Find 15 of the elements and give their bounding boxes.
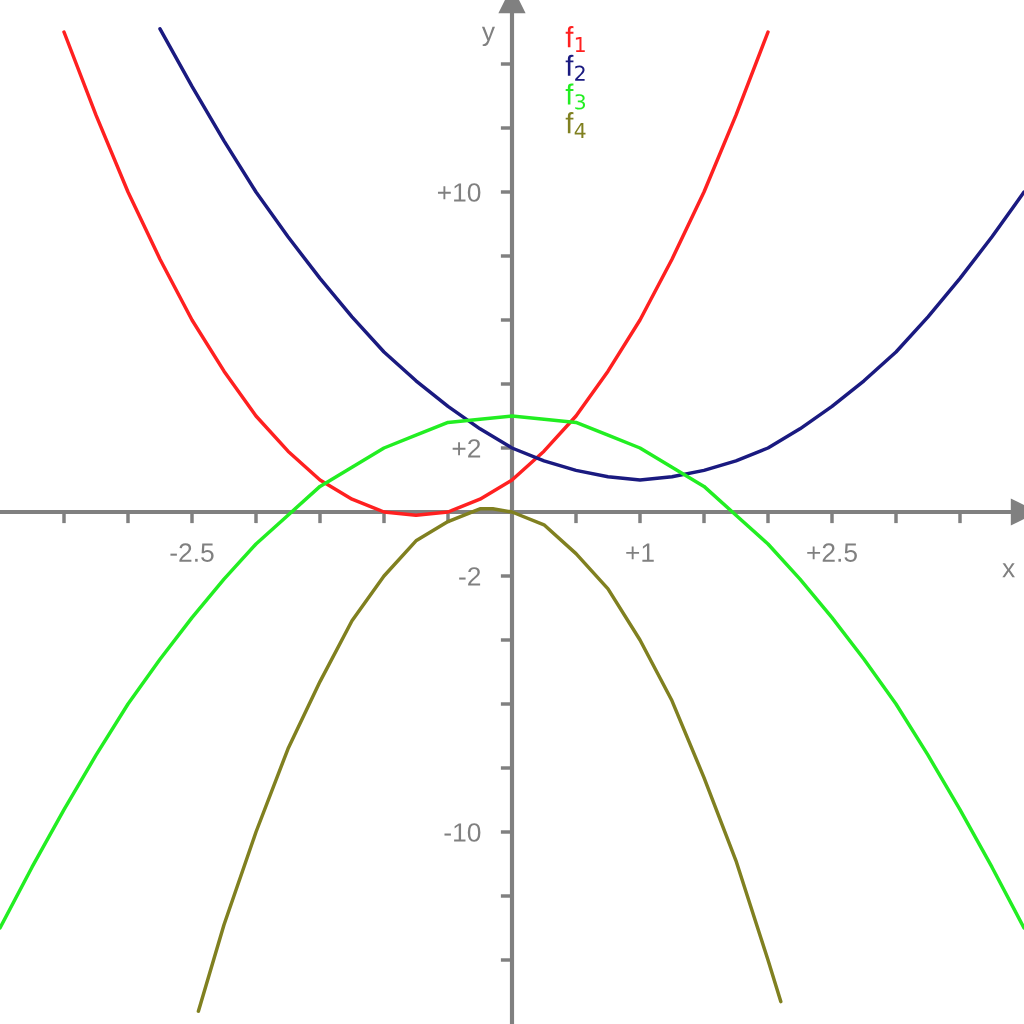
y-axis-title: y: [481, 26, 495, 47]
line-series: [158, 27, 1024, 482]
text: f$_{2}$: [565, 54, 585, 81]
text: f$_{3}$: [565, 83, 586, 110]
line-series: [0, 414, 1024, 930]
text: f$_{4}$: [565, 112, 586, 138]
text: f$_{1}$: [565, 26, 585, 52]
y-tick-label: -2: [459, 567, 481, 586]
y-tick-label: +2: [452, 439, 481, 458]
y-tick-label: -10: [444, 823, 481, 842]
x-tick-label: -2.5: [170, 543, 214, 562]
x-tick-label: +2.5: [807, 543, 857, 562]
y-tick-label: +10: [437, 183, 481, 202]
x-tick-label: +1: [626, 543, 654, 562]
x-axis-title: x: [1002, 563, 1015, 578]
